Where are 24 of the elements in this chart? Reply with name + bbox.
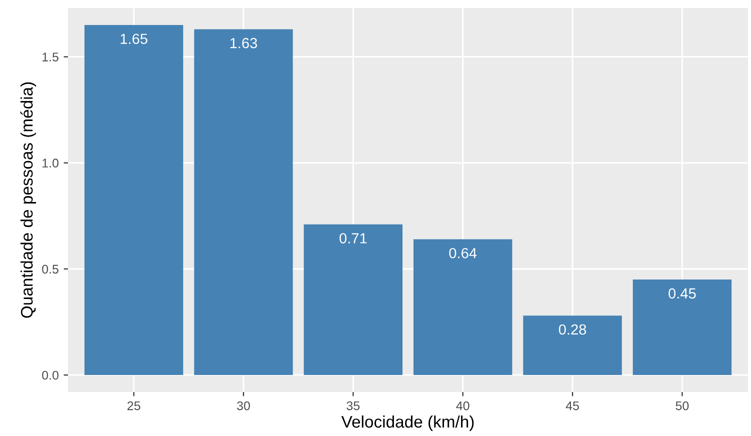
y-tick-label: 1.0 bbox=[42, 158, 58, 168]
data-label: 0.71 bbox=[340, 233, 367, 244]
data-label: 0.45 bbox=[668, 288, 696, 299]
data-label: 1.65 bbox=[120, 34, 148, 44]
x-tick-label: 35 bbox=[346, 401, 360, 410]
bar bbox=[84, 24, 184, 376]
data-label: 1.63 bbox=[230, 38, 258, 48]
bar bbox=[304, 224, 403, 376]
x-tick-label: 25 bbox=[127, 401, 140, 410]
data-label: 0.28 bbox=[558, 324, 586, 335]
x-tick-label: 30 bbox=[237, 401, 250, 410]
bar bbox=[523, 316, 622, 376]
x-tick-label: 45 bbox=[566, 401, 579, 410]
y-tick-label: 0.5 bbox=[42, 264, 58, 274]
y-axis-title: Quantidade de pessoas (média) bbox=[20, 82, 36, 318]
bar bbox=[632, 280, 732, 376]
x-tick-label: 50 bbox=[676, 401, 689, 410]
data-label: 0.64 bbox=[449, 248, 477, 258]
y-tick-label: 0.0 bbox=[42, 370, 58, 380]
bar bbox=[194, 29, 293, 376]
x-tick-label: 40 bbox=[456, 401, 470, 410]
y-tick-label: 1.5 bbox=[42, 52, 58, 62]
x-axis-title: Velocidade (km/h) bbox=[341, 415, 474, 431]
bar bbox=[413, 239, 512, 376]
